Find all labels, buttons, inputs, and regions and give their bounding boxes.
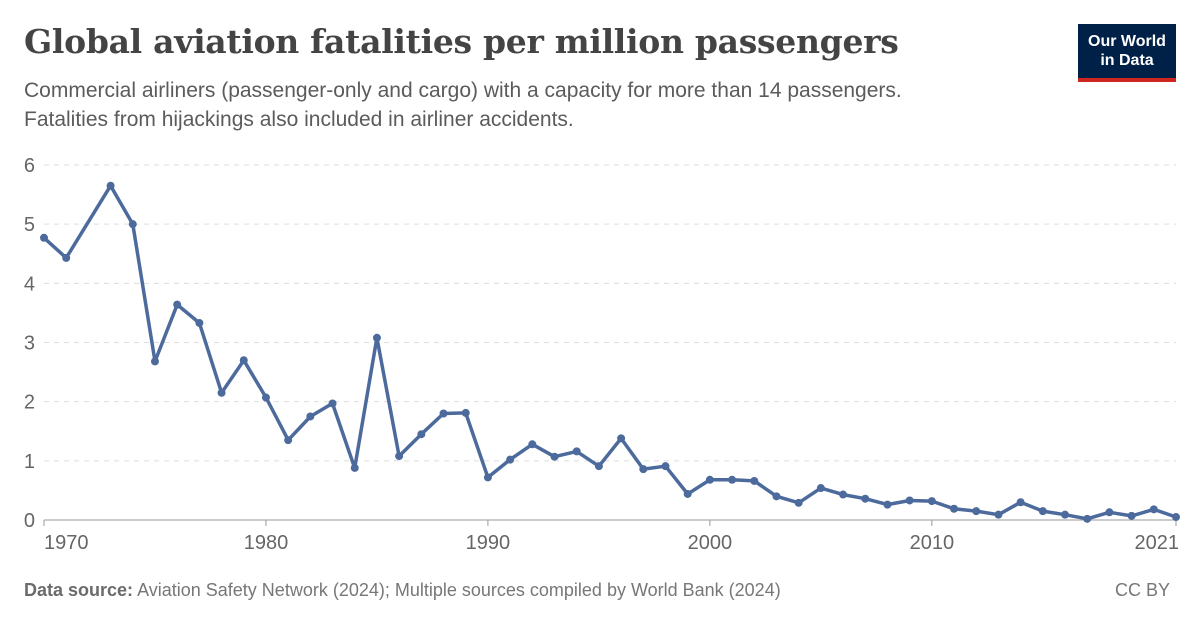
y-axis-ticks: 0 1 2 3 4 5 6 <box>24 155 35 532</box>
owid-logo[interactable]: Our World in Data <box>1078 24 1176 82</box>
data-point-2015 <box>1038 507 1047 516</box>
data-point-1985 <box>372 333 381 342</box>
data-point-1978 <box>217 388 226 397</box>
x-tick-label-2021: 2021 <box>1135 532 1180 554</box>
x-tick-label-1990: 1990 <box>466 532 511 554</box>
source-text: Aviation Safety Network (2024); Multiple… <box>137 580 781 600</box>
data-point-2003 <box>772 492 781 501</box>
source-label: Data source: <box>24 580 134 600</box>
data-point-1986 <box>395 452 404 461</box>
logo-line-2: in Data <box>1100 52 1154 69</box>
data-point-1979 <box>239 356 248 365</box>
data-point-1989 <box>461 408 470 417</box>
series-layer <box>40 181 1180 523</box>
data-point-1997 <box>639 465 648 474</box>
license-link[interactable]: CC BY <box>1114 580 1170 600</box>
data-point-1991 <box>506 455 515 464</box>
data-point-1992 <box>528 440 537 449</box>
data-point-1971 <box>62 253 71 262</box>
x-axis: 1970 1980 1990 2000 2010 2021 <box>43 519 1180 554</box>
data-point-2020 <box>1149 505 1158 514</box>
data-point-2016 <box>1061 510 1070 519</box>
data-point-1982 <box>306 412 315 421</box>
data-point-1988 <box>439 409 448 418</box>
data-point-2017 <box>1083 514 1092 523</box>
y-tick-label-3: 3 <box>24 333 35 355</box>
subtitle-line-2: Fatalities from hijackings also included… <box>24 108 574 131</box>
data-point-2010 <box>927 497 936 506</box>
x-tick-label-2010: 2010 <box>910 532 955 554</box>
data-point-1975 <box>150 357 159 366</box>
x-tick-label-2000: 2000 <box>688 532 733 554</box>
data-point-1970 <box>40 233 48 242</box>
data-point-1998 <box>661 462 670 471</box>
data-point-2019 <box>1127 511 1136 520</box>
data-point-2000 <box>705 475 714 484</box>
y-tick-label-2: 2 <box>24 392 35 414</box>
data-point-1993 <box>550 452 559 461</box>
data-point-1973 <box>106 181 115 190</box>
data-point-2018 <box>1105 508 1114 517</box>
data-point-2021 <box>1172 513 1180 522</box>
series-line-0 <box>42 183 1178 521</box>
data-point-1984 <box>350 463 359 472</box>
y-tick-label-6: 6 <box>24 155 35 177</box>
data-point-1995 <box>594 462 603 471</box>
data-point-2005 <box>816 484 825 493</box>
subtitle-line-1: Commercial airliners (passenger-only and… <box>24 79 902 102</box>
data-point-1981 <box>284 436 293 445</box>
data-point-1999 <box>683 489 692 498</box>
y-tick-label-4: 4 <box>24 273 35 295</box>
data-point-2011 <box>950 504 959 513</box>
data-point-1990 <box>483 473 492 482</box>
logo-accent-bar <box>1078 78 1176 82</box>
data-point-2008 <box>883 500 892 509</box>
x-tick-label-1980: 1980 <box>244 532 289 554</box>
data-point-2004 <box>794 498 803 507</box>
grid-lines <box>44 164 1176 462</box>
data-point-1976 <box>173 300 182 309</box>
footer-source: Data source: Aviation Safety Network (20… <box>24 580 781 601</box>
data-point-2006 <box>839 490 848 499</box>
data-point-2007 <box>861 494 870 503</box>
data-point-1983 <box>328 399 337 408</box>
logo-line-1: Our World <box>1088 33 1166 50</box>
data-point-2001 <box>728 475 737 484</box>
y-tick-label-5: 5 <box>24 214 35 236</box>
data-point-2014 <box>1016 498 1025 507</box>
data-point-1996 <box>617 434 626 443</box>
data-point-2013 <box>994 510 1003 519</box>
y-tick-label-0: 0 <box>24 510 35 532</box>
y-tick-label-1: 1 <box>24 451 35 473</box>
data-point-1994 <box>572 447 581 456</box>
data-point-1980 <box>261 393 270 402</box>
chart-title: Global aviation fatalities per million p… <box>24 22 899 61</box>
chart-subtitle: Commercial airliners (passenger-only and… <box>24 76 1024 134</box>
data-point-1974 <box>128 220 137 229</box>
data-point-2012 <box>972 507 981 516</box>
x-tick-label-1970: 1970 <box>44 532 89 554</box>
data-point-1987 <box>417 430 426 439</box>
data-point-2009 <box>905 496 914 505</box>
data-point-1977 <box>195 318 204 327</box>
data-point-2002 <box>750 476 759 485</box>
